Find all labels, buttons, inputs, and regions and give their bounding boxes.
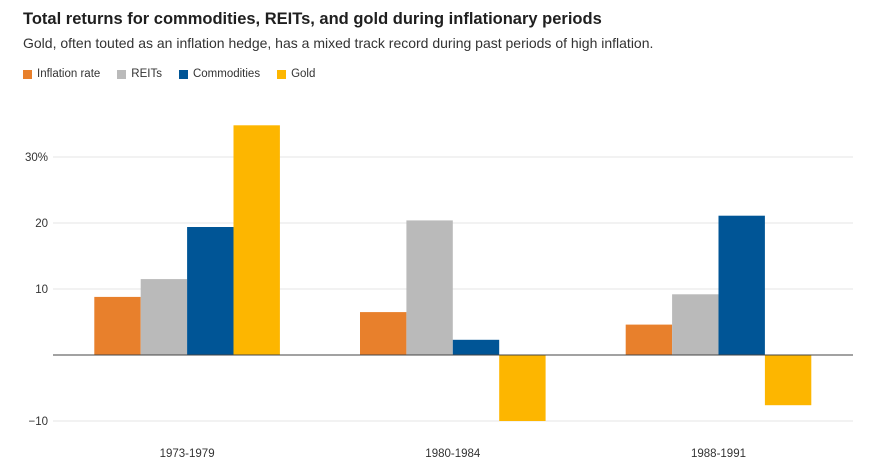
chart-subtitle: Gold, often touted as an inflation hedge… — [23, 35, 654, 51]
legend: Inflation rate REITs Commodities Gold — [23, 68, 332, 80]
bar-gold-1973-1979 — [233, 125, 280, 355]
legend-label-reits: REITs — [131, 68, 162, 80]
bar-reits-1988-1991 — [672, 294, 719, 355]
bar-inflation-rate-1973-1979 — [94, 296, 141, 355]
legend-item-gold: Gold — [277, 68, 315, 80]
legend-label-gold: Gold — [291, 68, 316, 80]
bar-commodities-1980-1984 — [452, 339, 500, 355]
x-category-label: 1973-1979 — [160, 448, 215, 460]
bar-commodities-1973-1979 — [187, 227, 234, 355]
bar-inflation-rate-1980-1984 — [360, 312, 407, 355]
legend-swatch-inflation-rate — [23, 69, 32, 79]
y-tick-label: 30% — [25, 152, 48, 164]
bar-reits-1973-1979 — [140, 279, 188, 355]
chart-title: Total returns for commodities, REITs, an… — [23, 10, 602, 28]
y-tick-label: −10 — [28, 416, 48, 428]
legend-item-inflation-rate: Inflation rate — [23, 68, 100, 80]
legend-label-inflation-rate: Inflation rate — [37, 68, 101, 80]
x-category-label: 1980-1984 — [425, 448, 481, 460]
bar-commodities-1988-1991 — [718, 215, 765, 355]
labels: 30% 20 10 −10 1973-1979 1980-1984 1988-1991 — [25, 152, 746, 460]
legend-label-commodities: Commodities — [192, 68, 261, 80]
bar-gold-1988-1991 — [764, 355, 812, 406]
legend-swatch-reits — [117, 69, 127, 79]
legend-swatch-gold — [277, 69, 287, 79]
bar-inflation-rate-1988-1991 — [625, 324, 673, 355]
bar-reits-1980-1984 — [406, 220, 453, 355]
x-category-label: 1988-1991 — [691, 448, 746, 460]
y-tick-label: 10 — [35, 284, 48, 296]
y-tick-label: 20 — [35, 218, 48, 230]
legend-item-reits: REITs — [117, 68, 162, 80]
bars — [94, 125, 812, 421]
bar-gold-1980-1984 — [499, 355, 546, 421]
legend-swatch-commodities — [178, 69, 188, 79]
legend-item-commodities: Commodities — [178, 68, 261, 80]
